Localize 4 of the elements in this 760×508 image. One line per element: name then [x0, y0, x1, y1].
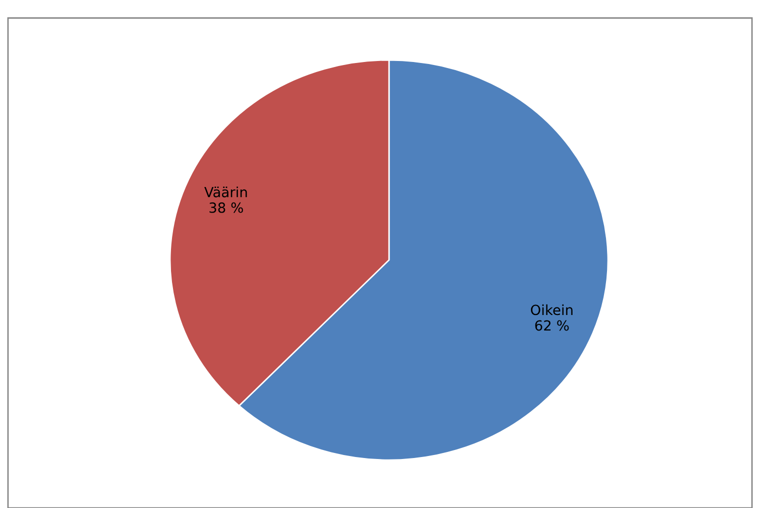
slice-label: Väärin — [204, 186, 247, 198]
data-label: 38 % — [210, 202, 243, 213]
data-label: 62 % — [535, 320, 569, 331]
slice-label: Oikein — [530, 304, 572, 316]
